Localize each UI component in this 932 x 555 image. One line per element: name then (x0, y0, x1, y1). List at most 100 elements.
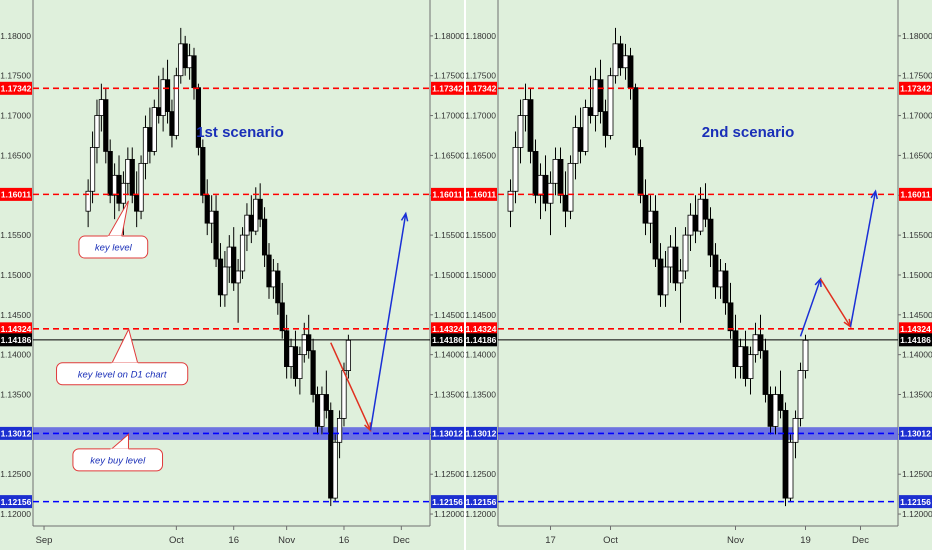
y-tick-label-left: 1.15000 (465, 270, 496, 280)
candle-body-bear (134, 194, 140, 212)
y-tick-label-left: 1.14000 (465, 350, 496, 360)
candle-body-bear (712, 254, 719, 288)
y-tick-label-left: 1.16500 (465, 150, 496, 160)
candle-body-bear (577, 127, 584, 152)
candle-body-bull (752, 334, 759, 356)
level-tag-left-label: 1.13012 (466, 429, 497, 439)
level-tag-right-label: 1.16011 (432, 190, 463, 200)
x-tick-label: Dec (852, 535, 869, 546)
x-tick-label: Oct (603, 535, 618, 546)
candle-body-bear (672, 246, 679, 284)
y-tick-label-left: 1.12500 (465, 469, 496, 479)
candle-body-bear (323, 394, 329, 411)
level-tag-right-bg (899, 187, 932, 201)
candle-body-bull (717, 270, 724, 288)
level-tag-right-label: 1.14186 (900, 335, 931, 345)
level-tag-right-bg (899, 322, 932, 336)
x-tick-label: 16 (228, 535, 239, 546)
scenario-arrow-head (400, 211, 409, 222)
candle-body-bull (517, 115, 524, 148)
candle-body-bear (757, 334, 764, 352)
candle-body-bull (151, 107, 157, 152)
candle-body-bear (156, 107, 162, 116)
candle-body-bull (89, 147, 96, 192)
candle-body-bull (737, 346, 744, 368)
level-tag-right-bg (431, 495, 464, 509)
y-tick-label-right: 1.12500 (902, 469, 932, 479)
candle-body-bear (637, 147, 644, 196)
candle-body-bear (107, 151, 113, 196)
callout-pointer (107, 200, 129, 238)
level-tag-right-bg (899, 81, 932, 95)
candle-body-bull (112, 174, 118, 196)
y-tick-label-left: 1.17000 (0, 111, 31, 121)
candle-body-bull (607, 75, 614, 136)
candle-body-bear (557, 158, 564, 196)
candle-body-bull (160, 79, 166, 116)
level-tag-right-label: 1.13012 (900, 429, 931, 439)
candle-body-bear (527, 99, 534, 152)
candle-body-bull (178, 43, 184, 77)
candle-body-bull (270, 270, 277, 288)
candle-body-bear (204, 194, 210, 224)
y-tick-label-right: 1.13500 (902, 390, 932, 400)
candle-body-bear (542, 174, 549, 204)
level-tag-left-bg (0, 81, 32, 95)
candle-body-bear (310, 350, 316, 395)
candle-body-bear (732, 330, 739, 368)
y-tick-label-left: 1.17000 (465, 111, 496, 121)
y-tick-label-left: 1.12500 (0, 469, 31, 479)
candle-body-bull (572, 127, 579, 164)
candle-body-bear (147, 127, 153, 152)
level-tag-left-label: 1.16011 (1, 190, 32, 200)
scenario-title: 2nd scenario (702, 124, 795, 141)
candle-body-bear (257, 198, 263, 220)
level-tag-right-bg (431, 322, 464, 336)
y-tick-label-right: 1.16500 (902, 150, 932, 160)
level-tag-right-label: 1.14186 (432, 335, 463, 345)
candle-body-bear (562, 194, 569, 212)
level-tag-left-label: 1.14186 (466, 335, 497, 345)
candle-body-bear (200, 147, 206, 196)
scenario-title: 1st scenario (196, 124, 284, 141)
candle-body-bear (279, 302, 285, 332)
candle-body-bear (306, 334, 312, 352)
level-tag-left-bg (465, 187, 497, 201)
y-tick-label-right: 1.13500 (434, 390, 465, 400)
candle-body-bull (772, 394, 779, 427)
y-tick-label-right: 1.17500 (434, 71, 465, 81)
candle-body-bull (98, 99, 104, 116)
level-tag-right-label: 1.16011 (900, 190, 931, 200)
candle-body-bull (288, 346, 294, 368)
y-tick-label-right: 1.14500 (902, 310, 932, 320)
candle-body-bull (319, 394, 325, 427)
candle-body-bear (231, 246, 237, 284)
candle-body-bear (328, 410, 334, 499)
y-tick-label-right: 1.14000 (902, 350, 932, 360)
y-tick-label-left: 1.15500 (465, 230, 496, 240)
y-tick-label-right: 1.17000 (434, 111, 465, 121)
level-tag-left-bg (465, 322, 497, 336)
candle-body-bull (239, 234, 246, 272)
y-tick-label-right: 1.15000 (434, 270, 465, 280)
candle-body-bull (697, 198, 704, 232)
level-tag-left-bg (0, 187, 32, 201)
x-tick-label: 19 (800, 535, 811, 546)
y-tick-label-right: 1.12000 (434, 509, 465, 519)
candle-body-bear (275, 270, 281, 304)
candle-body-bear (602, 111, 609, 136)
callout-text: key buy level (90, 455, 146, 466)
level-tag-left-bg (465, 495, 497, 509)
level-tag-right-bg (431, 187, 464, 201)
candle-body-bull (301, 334, 307, 356)
candle-body-bear (777, 394, 784, 411)
candle-body-bear (727, 302, 734, 332)
scenario-arrow-line (330, 342, 372, 431)
y-tick-label-left: 1.16500 (0, 150, 31, 160)
y-tick-label-right: 1.14500 (434, 310, 465, 320)
candle-body-bear (169, 111, 175, 136)
candle-body-bear (742, 346, 749, 379)
y-tick-label-left: 1.14000 (0, 350, 31, 360)
candle-body-bull (677, 270, 684, 284)
y-tick-label-right: 1.12500 (434, 469, 465, 479)
